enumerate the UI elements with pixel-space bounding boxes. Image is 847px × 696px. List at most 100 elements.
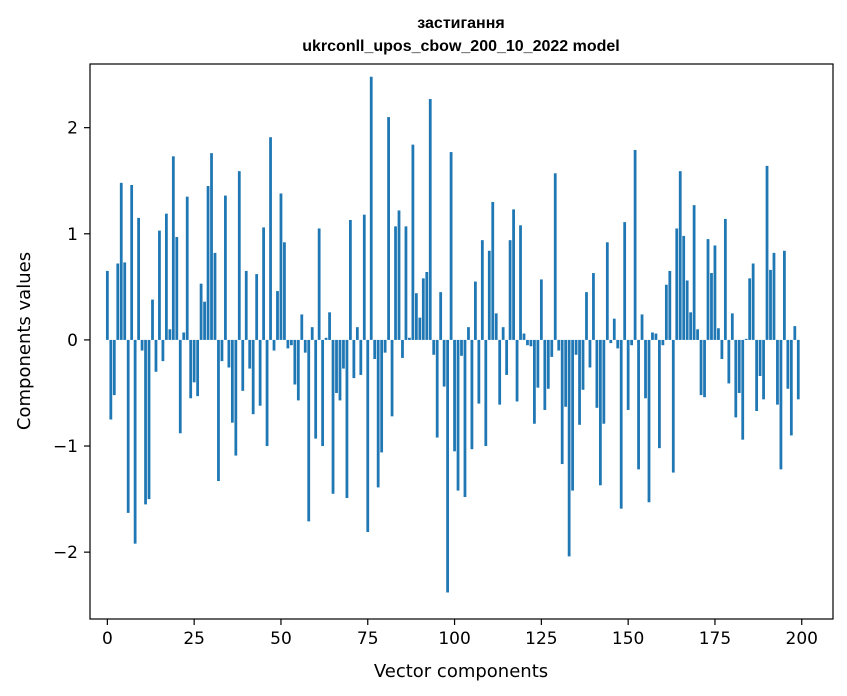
bar-121 — [526, 339, 529, 346]
bar-47 — [269, 137, 272, 340]
bar-79 — [380, 339, 384, 453]
bar-7 — [130, 184, 134, 340]
bar-148 — [619, 339, 623, 509]
bar-136 — [578, 339, 581, 425]
chart-title-line2: ukrconll_upos_cbow_200_10_2022 model — [302, 38, 619, 55]
bar-179 — [727, 339, 731, 384]
bar-20 — [175, 236, 179, 340]
bar-82 — [390, 339, 394, 417]
bar-45 — [262, 227, 265, 340]
bar-30 — [210, 153, 213, 340]
bar-117 — [512, 209, 515, 340]
bar-167 — [685, 280, 689, 340]
bar-135 — [574, 339, 578, 355]
bar-36 — [230, 339, 234, 423]
bar-115 — [505, 339, 509, 375]
bar-185 — [748, 278, 752, 340]
y-tick-label: 1 — [67, 225, 78, 245]
bar-191 — [769, 269, 772, 340]
bar-53 — [289, 339, 293, 346]
bar-60 — [314, 339, 318, 439]
y-tick-label: −1 — [53, 437, 78, 457]
bar-155 — [644, 339, 647, 399]
bar-177 — [720, 339, 724, 360]
bar-141 — [595, 339, 599, 408]
bar-169 — [692, 205, 696, 340]
bar-180 — [730, 313, 734, 340]
bar-129 — [553, 173, 557, 340]
bar-57 — [303, 339, 307, 353]
bar-50 — [279, 193, 283, 340]
bar-199 — [796, 339, 800, 400]
bar-186 — [751, 263, 755, 340]
y-axis-ticks: −2 −1 0 1 2 — [53, 119, 90, 563]
bar-137 — [581, 339, 585, 390]
bar-51 — [283, 242, 286, 340]
chart-title-line1: застигання — [417, 15, 504, 32]
bar-63 — [324, 337, 328, 340]
bar-69 — [345, 339, 349, 499]
x-axis-label: Vector components — [374, 661, 548, 682]
bar-190 — [765, 165, 769, 340]
bar-74 — [362, 214, 366, 340]
bar-140 — [592, 273, 595, 340]
bar-154 — [640, 314, 644, 340]
bar-166 — [682, 235, 686, 340]
x-tick-label: 125 — [525, 629, 557, 649]
bar-122 — [529, 339, 533, 347]
bar-83 — [394, 226, 397, 340]
x-tick-label: 200 — [786, 629, 818, 649]
bar-12 — [147, 339, 151, 500]
bar-111 — [491, 201, 495, 340]
bar-67 — [338, 339, 342, 401]
bar-176 — [717, 328, 720, 340]
bar-134 — [571, 339, 574, 491]
bar-48 — [272, 339, 276, 351]
bar-94 — [432, 339, 436, 355]
bar-52 — [286, 339, 290, 349]
bar-133 — [567, 339, 571, 557]
x-tick-label: 100 — [438, 629, 470, 649]
bar-124 — [536, 339, 540, 388]
bar-187 — [755, 339, 759, 412]
bar-106 — [474, 281, 477, 340]
bar-96 — [439, 292, 443, 340]
bar-1 — [109, 339, 113, 420]
bar-76 — [369, 76, 373, 340]
bar-65 — [331, 339, 335, 494]
bar-194 — [779, 339, 783, 470]
bar-120 — [522, 333, 526, 340]
bar-35 — [227, 339, 231, 368]
bar-15 — [158, 230, 161, 340]
bar-143 — [602, 339, 606, 424]
bar-159 — [658, 339, 661, 449]
bar-100 — [453, 339, 456, 452]
plot-area-frame — [89, 63, 834, 620]
bar-170 — [696, 329, 699, 340]
bar-163 — [671, 339, 675, 473]
bar-144 — [605, 242, 609, 340]
bar-81 — [387, 117, 390, 340]
bar-54 — [293, 339, 297, 385]
bar-161 — [664, 284, 668, 340]
bar-107 — [477, 339, 481, 404]
bar-116 — [508, 240, 512, 340]
bar-28 — [203, 301, 206, 340]
bar-86 — [404, 226, 408, 340]
bar-73 — [359, 339, 363, 375]
bar-158 — [654, 333, 658, 340]
bar-75 — [366, 339, 370, 532]
bar-110 — [487, 250, 491, 340]
bar-22 — [182, 332, 186, 340]
bar-16 — [161, 339, 165, 362]
bar-91 — [421, 278, 425, 340]
bar-58 — [307, 339, 311, 522]
bar-59 — [310, 327, 314, 340]
y-axis-label: Components values — [14, 252, 35, 430]
bar-14 — [154, 339, 158, 372]
bar-198 — [793, 326, 797, 340]
bar-174 — [710, 273, 713, 340]
bar-0 — [105, 270, 109, 340]
x-tick-label: 0 — [102, 629, 113, 649]
bar-113 — [498, 339, 502, 405]
